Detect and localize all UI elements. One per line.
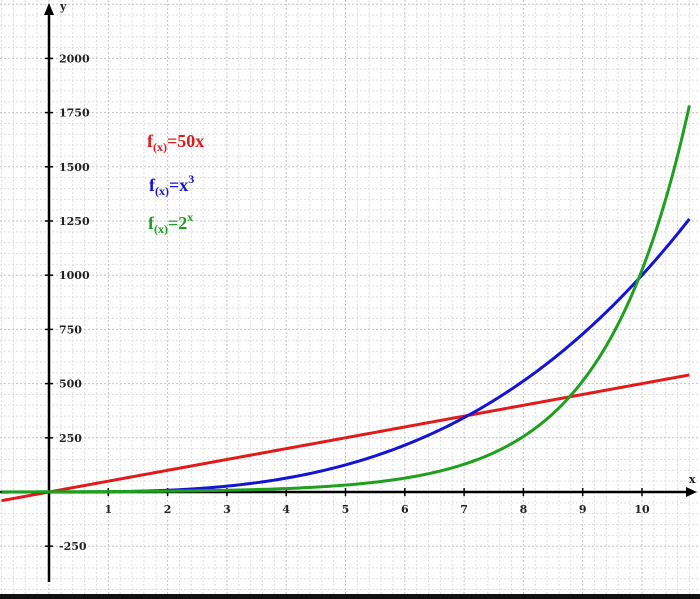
x-tick-label: 7 — [460, 503, 468, 516]
series-line-2-pow-x — [1, 105, 691, 494]
x-tick-label: 5 — [342, 503, 350, 516]
series-curves — [1, 105, 691, 503]
y-tick-label: 1500 — [59, 161, 90, 174]
x-tick-label: 2 — [164, 503, 172, 516]
x-axis-arrow — [686, 487, 697, 497]
x-tick-label: 1 — [104, 503, 112, 516]
y-tick-label: -250 — [59, 540, 87, 553]
legend-2-pow-x: f(x)=2x — [148, 211, 193, 235]
bottom-border — [0, 594, 700, 599]
axes: xy — [0, 0, 697, 582]
y-axis-arrow — [44, 3, 54, 15]
y-tick-label: 1250 — [59, 215, 90, 228]
x-tick-label: 6 — [401, 503, 409, 516]
x-tick-label: 8 — [520, 503, 528, 516]
legend-x-cubed-f: f — [149, 175, 155, 195]
y-tick-label: 500 — [59, 378, 82, 391]
axis-ticks: 1 2 3 4 5 6 7 8 9 10 -250 250 500 750 1000 1250 1500 1750… — [45, 52, 650, 553]
legend-2-pow-x-rest: =2 — [168, 213, 188, 233]
y-tick-label: 1000 — [59, 269, 90, 282]
legend-2-pow-x-sup: x — [187, 210, 194, 224]
legend-50x-rest: =50x — [167, 131, 205, 151]
legend-2-pow-x-sub: (x) — [154, 222, 168, 236]
series-line-50x — [1, 373, 690, 503]
legend-x-cubed-sup: 3 — [188, 172, 195, 186]
legend-50x: f(x)=50x — [147, 132, 204, 153]
x-tick-label: 9 — [579, 503, 587, 516]
y-axis-label: y — [59, 0, 67, 13]
series-line-x-cubed — [1, 217, 691, 494]
legend-50x-sub: (x) — [153, 140, 167, 154]
x-tick-label: 3 — [223, 503, 231, 516]
legend-x-cubed: f(x)=x3 — [149, 173, 194, 197]
legend-2-pow-x-f: f — [148, 213, 154, 233]
x-tick-label: 10 — [634, 503, 650, 516]
x-axis-label: x — [689, 473, 696, 486]
legend-x-cubed-rest: =x — [169, 175, 189, 195]
legend-x-cubed-sub: (x) — [155, 184, 169, 198]
y-tick-label: 250 — [59, 432, 82, 445]
y-tick-label: 1750 — [59, 107, 90, 120]
y-tick-label: 750 — [59, 323, 82, 336]
legend-50x-f: f — [147, 131, 153, 151]
x-tick-label: 4 — [282, 503, 290, 516]
y-tick-label: 2000 — [59, 52, 90, 65]
